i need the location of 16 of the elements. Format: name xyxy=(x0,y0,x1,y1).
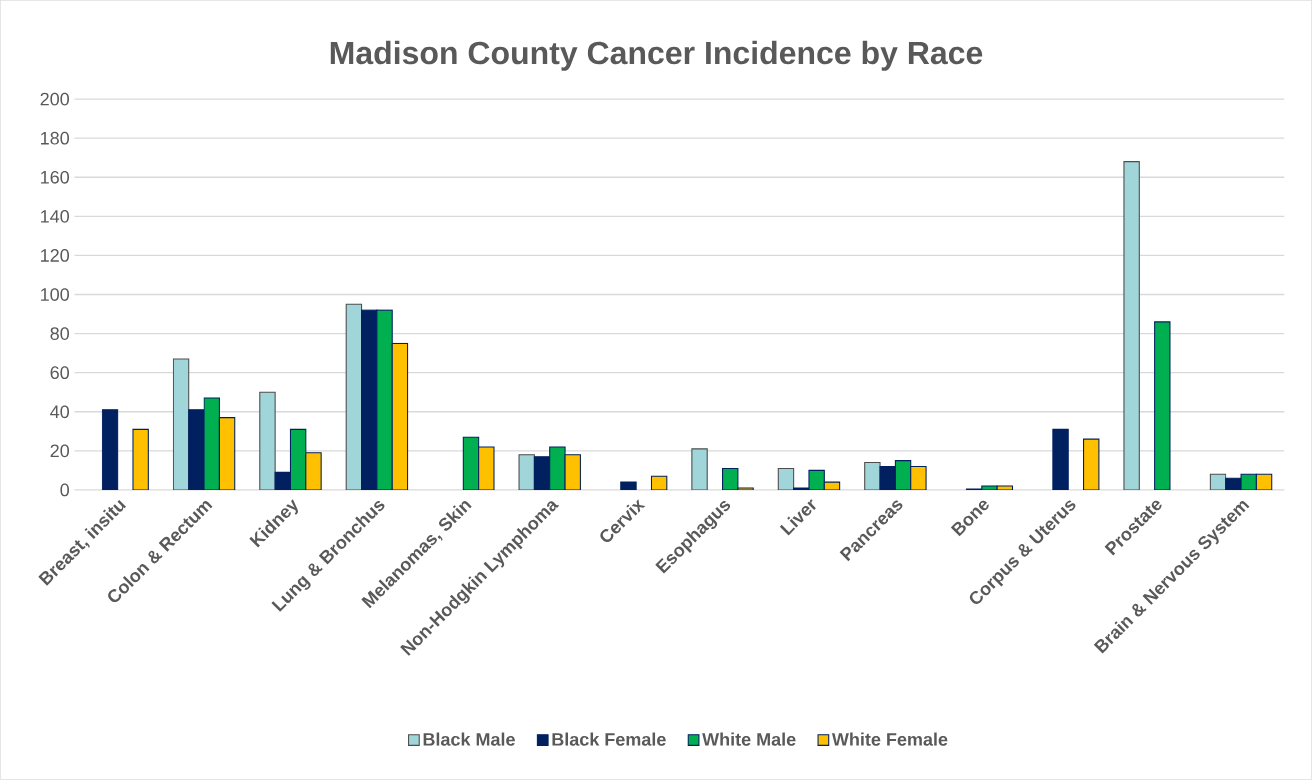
legend-label: Black Male xyxy=(423,732,515,746)
y-tick-label: 0 xyxy=(60,483,70,497)
y-tick-label: 60 xyxy=(50,366,70,380)
legend-label: White Female xyxy=(831,732,948,746)
y-tick-label: 160 xyxy=(41,171,70,184)
legend-label: White Male xyxy=(702,732,796,746)
y-tick-label: 100 xyxy=(41,288,70,301)
y-tick-label: 80 xyxy=(50,327,70,341)
y-tick-label: 200 xyxy=(40,92,70,106)
legend-label: Black Female xyxy=(552,732,666,746)
chart-title: Madison County Cancer Incidence by Race xyxy=(330,40,983,71)
y-tick-label: 40 xyxy=(50,405,70,419)
y-tick-label: 120 xyxy=(41,249,70,262)
y-tick-label: 20 xyxy=(50,444,70,458)
y-tick-label: 180 xyxy=(41,131,70,145)
y-tick-label: 140 xyxy=(41,210,70,223)
